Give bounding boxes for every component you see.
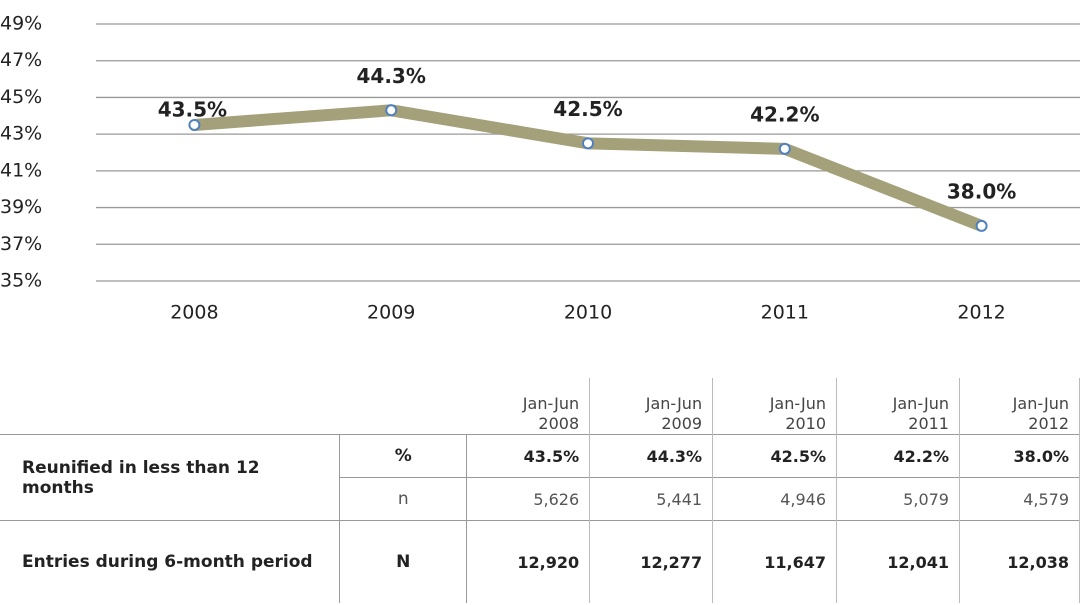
header-cell: [340, 378, 467, 435]
data-label: 43.5%: [158, 97, 227, 121]
table-cell: 12,038: [959, 520, 1080, 603]
marker: [975, 219, 988, 232]
data-label: 42.5%: [553, 97, 622, 121]
marker: [582, 137, 594, 150]
table-row: n 5,626 5,441 4,946 5,079 4,579: [0, 477, 1080, 521]
table-cell: 4,946: [712, 477, 838, 521]
y-tick-label: 37%: [0, 233, 42, 255]
column-header: Jan-Jun 2012: [959, 378, 1080, 435]
x-tick-label: 2009: [367, 302, 415, 324]
table-cell: 12,920: [466, 520, 591, 603]
table-cell: 12,277: [589, 520, 714, 603]
x-tick-label: 2011: [761, 302, 809, 324]
measure-label: %: [339, 434, 468, 478]
header-row: Jan-Jun 2008 Jan-Jun 2009 Jan-Jun 2010 Jan-…: [0, 378, 1080, 435]
column-header: Jan-Jun 2011: [836, 378, 960, 435]
table-cell: 42.5%: [712, 434, 838, 478]
x-tick-label: 2010: [564, 302, 612, 324]
row-label: Entries during 6-month period: [0, 520, 341, 603]
data-label: 44.3%: [357, 64, 426, 88]
y-tick-label: 39%: [0, 196, 42, 218]
y-tick-label: 47%: [0, 49, 42, 71]
table-cell: 11,647: [712, 520, 838, 603]
table-row: Entries during 6-month period N 12,920 12,2…: [0, 520, 1080, 603]
table-cell: 43.5%: [466, 434, 591, 478]
column-header-text: Jan-Jun 2012: [1012, 394, 1069, 433]
measure-label: n: [339, 477, 468, 521]
data-table: Jan-Jun 2008 Jan-Jun 2009 Jan-Jun 2010 Jan-…: [0, 378, 1080, 603]
column-header: Jan-Jun 2010: [712, 378, 838, 435]
marker: [778, 142, 791, 155]
table-cell: 42.2%: [836, 434, 960, 478]
table-row: Reunified in less than 12 months% 43.5% 44…: [0, 434, 1080, 521]
column-header-text: Jan-Jun 2011: [892, 394, 949, 433]
data-label: 42.2%: [750, 102, 819, 126]
column-header-text: Jan-Jun 2008: [522, 394, 580, 433]
x-tick-label: 2012: [957, 302, 1005, 324]
table-cell: 12,041: [836, 520, 960, 603]
y-tick-label: 45%: [0, 86, 42, 108]
column-header-text: Jan-Jun 2009: [645, 394, 703, 433]
chart: 35% 37% 39% 41% 43% 45% 47% 49% 2008 2009 2010 2011…: [0, 13, 1080, 324]
y-tick-label: 35%: [0, 270, 42, 292]
header-cell: [0, 378, 340, 435]
column-header-text: Jan-Jun 2010: [769, 394, 827, 433]
data-label: 38.0%: [947, 179, 1016, 203]
y-tick-label: 41%: [0, 159, 42, 181]
row-label: Reunified in less than 12 months: [0, 434, 341, 521]
column-header: Jan-Jun 2008: [466, 378, 591, 435]
x-tick-label: 2008: [170, 302, 218, 324]
column-header: Jan-Jun 2009: [589, 378, 714, 435]
y-tick-label: 43%: [0, 123, 42, 145]
marker: [385, 104, 398, 117]
line: [193, 104, 984, 232]
table-cell: 44.3%: [589, 434, 714, 478]
marker: [188, 118, 201, 131]
y-tick-label: 49%: [0, 13, 42, 35]
table-cell: 5,079: [836, 477, 960, 521]
table-cell: 4,579: [959, 477, 1080, 521]
measure-label: N: [339, 520, 468, 603]
table-cell: 5,441: [589, 477, 714, 521]
table-cell: 38.0%: [959, 434, 1080, 478]
table-cell: 5,626: [466, 477, 591, 521]
